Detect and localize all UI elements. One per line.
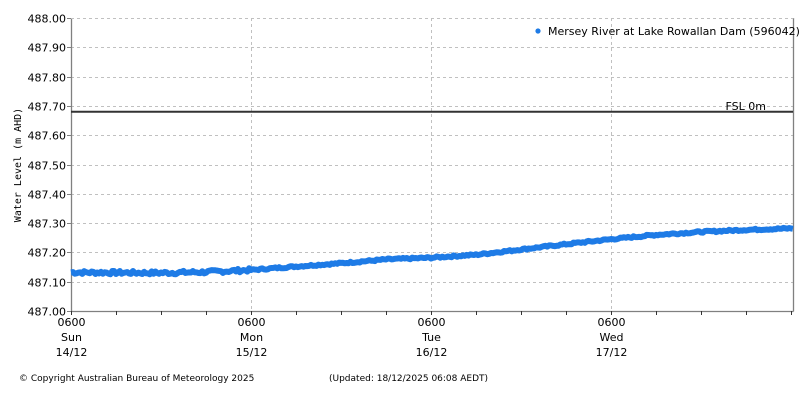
x-tick-label: 17/12 bbox=[596, 346, 628, 359]
y-axis-ticks: 487.00 487.10 487.20 487.30 487.40 487.50 487.… bbox=[28, 13, 71, 319]
y-tick-label: 487.10 bbox=[28, 277, 67, 290]
x-tick-label: 14/12 bbox=[56, 346, 88, 359]
x-tick-label: Mon bbox=[240, 331, 263, 344]
x-tick-label: 0600 bbox=[238, 316, 266, 329]
series-line bbox=[69, 224, 794, 278]
y-axis-label: Water Level (m AHD) bbox=[13, 108, 24, 222]
legend: Mersey River at Lake Rowallan Dam (59604… bbox=[535, 25, 800, 38]
x-tick-label: Wed bbox=[600, 331, 624, 344]
x-tick-label: 15/12 bbox=[236, 346, 268, 359]
fsl-reference-line: FSL 0m bbox=[71, 100, 793, 113]
y-tick-label: 487.70 bbox=[28, 101, 67, 114]
y-tick-label: 487.60 bbox=[28, 130, 67, 143]
y-tick-label: 487.40 bbox=[28, 189, 67, 202]
y-tick-label: 487.80 bbox=[28, 72, 67, 85]
water-level-series bbox=[69, 224, 794, 278]
y-tick-label: 487.20 bbox=[28, 247, 67, 260]
x-tick-label: 0600 bbox=[418, 316, 446, 329]
x-tick-label: Sun bbox=[61, 331, 82, 344]
y-tick-label: 487.00 bbox=[28, 306, 67, 319]
y-tick-label: 487.30 bbox=[28, 218, 67, 231]
updated-timestamp: (Updated: 18/12/2025 06:08 AEDT) bbox=[329, 374, 489, 384]
x-axis-ticks: 0600 Sun 14/12 0600 Mon 15/12 0600 Tue 16/12 0600… bbox=[56, 311, 792, 359]
fsl-label: FSL 0m bbox=[726, 100, 766, 113]
y-tick-label: 487.90 bbox=[28, 42, 67, 55]
legend-label: Mersey River at Lake Rowallan Dam (59604… bbox=[548, 25, 800, 38]
grid-lines bbox=[71, 18, 793, 311]
axes bbox=[70, 18, 795, 313]
x-tick-label: 0600 bbox=[58, 316, 86, 329]
copyright-text: © Copyright Australian Bureau of Meteoro… bbox=[19, 374, 255, 384]
y-tick-label: 488.00 bbox=[28, 13, 67, 26]
x-tick-label: Tue bbox=[421, 331, 441, 344]
x-tick-label: 16/12 bbox=[416, 346, 448, 359]
y-tick-label: 487.50 bbox=[28, 160, 67, 173]
legend-marker-icon bbox=[535, 28, 541, 34]
x-tick-label: 0600 bbox=[598, 316, 626, 329]
